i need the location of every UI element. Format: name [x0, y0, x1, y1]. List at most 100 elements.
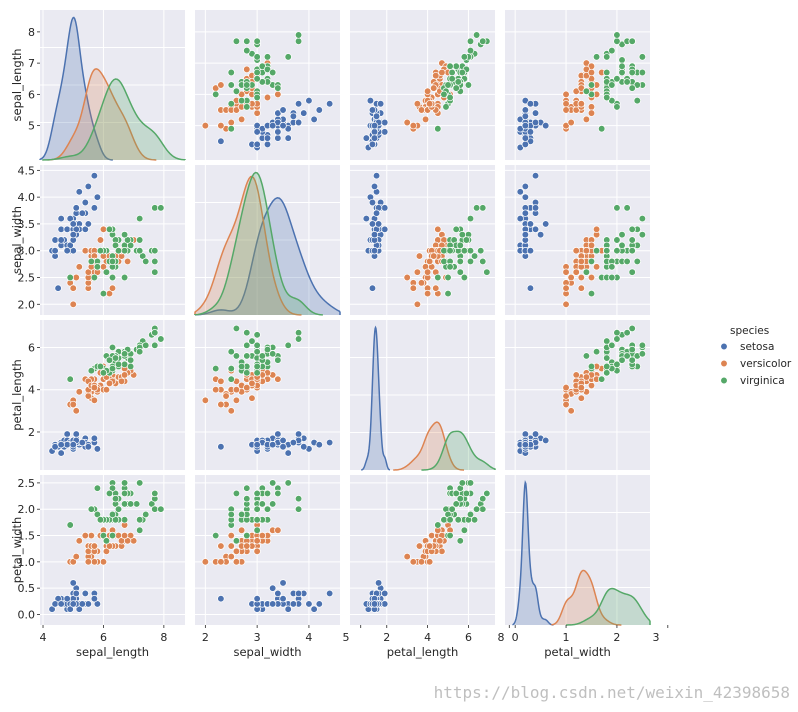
watermark-text: https://blog.csdn.net/weixin_42398658 — [434, 683, 790, 702]
point-setosa — [84, 443, 92, 451]
point-setosa — [381, 204, 389, 212]
point-setosa — [362, 134, 370, 142]
point-setosa — [526, 100, 535, 108]
point-setosa — [372, 209, 381, 217]
point-setosa — [374, 220, 383, 228]
point-versicolor — [217, 400, 225, 409]
point-virginica — [227, 510, 235, 519]
point-virginica — [126, 356, 135, 364]
point-versicolor — [572, 268, 580, 276]
point-setosa — [294, 589, 303, 598]
point-virginica — [96, 247, 105, 255]
y-tick-label: 2 — [28, 426, 35, 439]
point-setosa — [310, 115, 318, 124]
point-versicolor — [69, 300, 77, 308]
point-virginica — [444, 81, 452, 89]
kde-line-versicolor — [551, 569, 622, 626]
point-versicolor — [108, 284, 117, 292]
point-versicolor — [69, 400, 77, 409]
point-versicolor — [572, 371, 580, 379]
point-virginica — [114, 505, 123, 513]
point-setosa — [217, 595, 225, 603]
point-versicolor — [232, 547, 241, 555]
point-setosa — [78, 438, 86, 447]
point-setosa — [63, 247, 71, 255]
panel-petal_length-vs-sepal_length: 2 4 6 petal_length — [10, 320, 185, 470]
point-setosa — [66, 241, 74, 250]
point-versicolor — [413, 300, 422, 308]
point-versicolor — [120, 371, 129, 379]
point-setosa — [289, 438, 298, 447]
point-versicolor — [227, 531, 235, 540]
point-setosa — [269, 441, 277, 449]
point-virginica — [442, 103, 450, 111]
point-virginica — [120, 479, 129, 487]
point-versicolor — [417, 106, 426, 114]
point-virginica — [613, 204, 621, 212]
point-versicolor — [562, 400, 570, 409]
point-virginica — [603, 247, 611, 255]
point-virginica — [460, 526, 469, 534]
point-versicolor — [582, 115, 591, 124]
point-versicolor — [415, 542, 424, 550]
point-versicolor — [587, 103, 596, 111]
point-virginica — [93, 263, 102, 271]
panel-petal_length-vs-petal_width — [505, 320, 650, 470]
point-virginica — [120, 273, 129, 282]
point-setosa — [381, 225, 389, 233]
point-setosa — [300, 109, 308, 117]
point-virginica — [623, 329, 631, 337]
x-axis-label: petal_width — [544, 645, 611, 659]
point-virginica — [466, 247, 475, 255]
point-setosa — [84, 600, 92, 608]
point-versicolor — [409, 284, 417, 292]
point-setosa — [294, 430, 303, 438]
point-setosa — [279, 579, 287, 587]
point-virginica — [111, 495, 120, 503]
point-versicolor — [438, 68, 446, 77]
kde-line-setosa — [39, 16, 113, 161]
y-axis-label: sepal_width — [10, 206, 24, 274]
point-virginica — [628, 84, 636, 92]
point-setosa — [253, 128, 261, 136]
point-virginica — [258, 500, 266, 508]
point-versicolor — [403, 273, 411, 282]
point-setosa — [274, 589, 282, 598]
point-setosa — [531, 430, 540, 438]
point-versicolor — [562, 300, 570, 308]
point-setosa — [370, 121, 379, 130]
point-versicolor — [572, 247, 580, 255]
point-versicolor — [577, 257, 585, 266]
point-virginica — [120, 350, 129, 358]
point-virginica — [243, 103, 251, 111]
y-tick-label: 7 — [28, 57, 35, 70]
point-setosa — [269, 600, 277, 608]
point-virginica — [458, 479, 466, 487]
point-versicolor — [237, 526, 246, 534]
y-tick-label: 6 — [28, 88, 35, 101]
point-virginica — [237, 510, 246, 519]
point-virginica — [269, 350, 277, 358]
point-virginica — [227, 68, 235, 77]
point-virginica — [603, 354, 611, 362]
point-virginica — [628, 268, 636, 276]
y-axis-label: sepal_length — [10, 48, 24, 121]
point-virginica — [452, 489, 460, 498]
point-virginica — [120, 500, 129, 508]
point-setosa — [63, 441, 71, 449]
point-versicolor — [90, 542, 99, 550]
point-setosa — [63, 430, 71, 438]
point-virginica — [227, 81, 235, 89]
panel-petal_width-vs-sepal_width: 2 3 4 5 sepal_width — [195, 475, 362, 659]
point-setosa — [521, 209, 529, 217]
point-virginica — [587, 362, 596, 371]
kde-fill-versicolor — [551, 570, 622, 625]
legend-label-virginica: virginica — [740, 375, 785, 387]
panel-sepal_length-vs-sepal_width — [195, 10, 340, 160]
point-versicolor — [587, 241, 596, 250]
point-versicolor — [587, 273, 596, 282]
point-versicolor — [432, 284, 440, 292]
point-versicolor — [577, 100, 585, 108]
point-setosa — [274, 430, 282, 438]
point-setosa — [542, 121, 550, 130]
